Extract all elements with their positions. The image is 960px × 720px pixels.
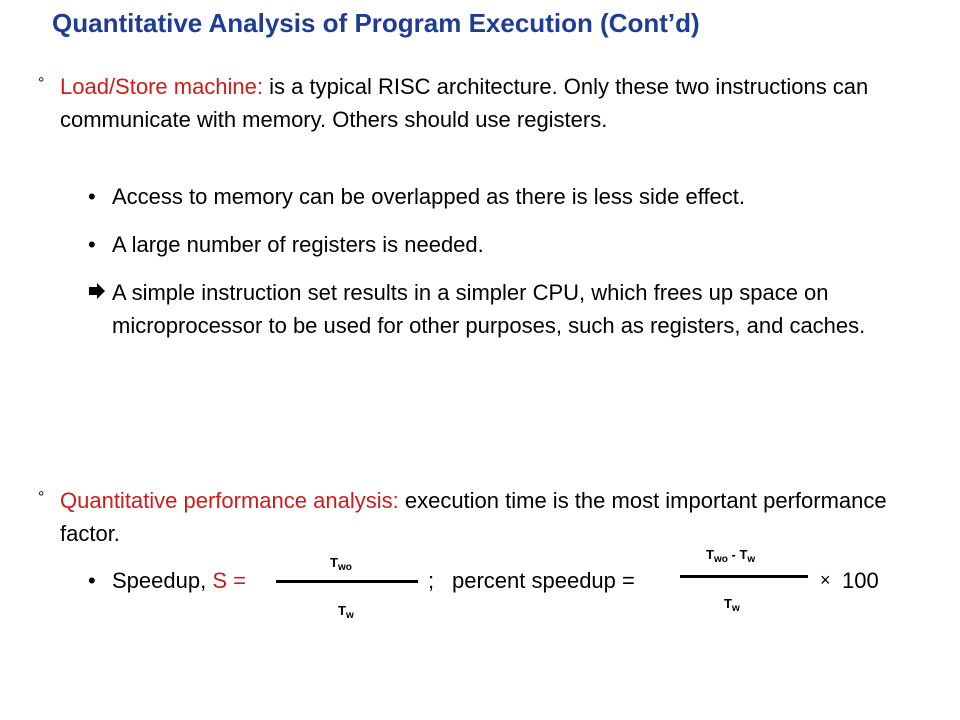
percent-speedup-label: percent speedup = <box>452 568 635 593</box>
bullet-text: Access to memory can be overlapped as th… <box>112 184 746 209</box>
bullet-dot: • <box>88 568 96 593</box>
bullet-text: A large number of registers is needed. <box>112 232 484 257</box>
fraction2-numerator: Two - Tw <box>706 547 756 565</box>
degree-marker: ° <box>38 75 45 92</box>
speedup-variable: S = <box>212 568 246 593</box>
fraction2-bar <box>680 575 808 578</box>
load-store-text: Load/Store machine: is a typical RISC ar… <box>60 70 910 136</box>
degree-marker: ° <box>38 489 45 506</box>
hundred-value: 100 <box>842 568 879 593</box>
bullet-dot: • <box>88 184 96 209</box>
separator: ; <box>428 568 435 593</box>
performance-rest: execution time is the most important per… <box>60 488 887 546</box>
right-arrow-icon <box>89 283 105 299</box>
load-store-lead: Load/Store machine: <box>60 74 264 99</box>
fraction2-denominator: Tw <box>724 596 740 614</box>
speedup-label: Speedup, S = <box>112 564 246 597</box>
performance-text: Quantitative performance analysis: execu… <box>60 484 910 550</box>
load-store-rest: is a typical RISC architecture. Only the… <box>60 74 869 132</box>
slide-title: Quantitative Analysis of Program Executi… <box>52 8 700 38</box>
speedup-text: Speedup, <box>112 568 213 593</box>
times-sign: × <box>820 570 831 590</box>
conclusion-text: A simple instruction set results in a si… <box>112 280 866 338</box>
fraction1-denominator: Tw <box>338 603 354 621</box>
fraction1-bar <box>276 580 418 583</box>
bullet-dot: • <box>88 232 96 257</box>
performance-lead: Quantitative performance analysis: <box>60 488 399 513</box>
fraction1-numerator: Two <box>330 555 352 573</box>
